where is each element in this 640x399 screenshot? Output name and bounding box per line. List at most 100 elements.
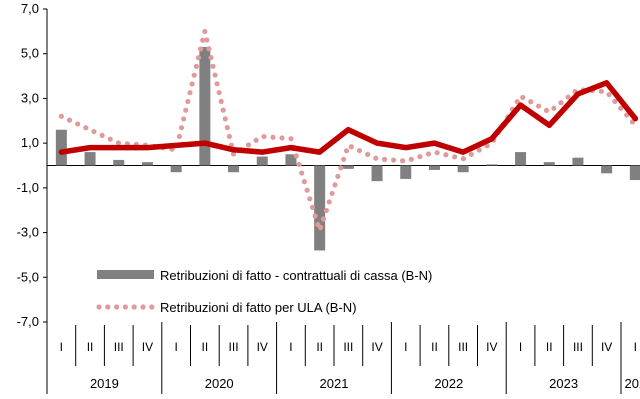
dot-series-marker: [329, 190, 335, 197]
dot-series-marker: [214, 81, 220, 87]
bars-layer: [55, 47, 640, 251]
dot-series-marker: [183, 107, 189, 113]
x-tick-label: III: [458, 340, 468, 354]
dot-series-marker: [220, 107, 226, 113]
dot-series-marker: [189, 81, 195, 87]
dot-series-marker: [261, 133, 267, 140]
dot-series-marker: [326, 199, 332, 205]
x-tick-label: IV: [486, 340, 497, 354]
dot-series-marker: [218, 98, 224, 104]
dot-series-marker: [210, 63, 216, 69]
dot-series-marker: [476, 147, 482, 153]
dot-series-marker: [612, 98, 618, 104]
x-tick-label: II: [431, 340, 438, 354]
dot-series-marker: [320, 216, 327, 222]
dot-series-marker: [425, 151, 432, 157]
bar: [342, 165, 354, 169]
year-label: 2023: [549, 376, 578, 391]
dot-series-marker: [270, 134, 276, 140]
dot-series-marker: [618, 105, 624, 111]
bar: [113, 159, 125, 166]
dot-series-marker: [624, 112, 630, 118]
dot-series-marker: [565, 94, 571, 100]
dot-series-marker: [178, 125, 185, 131]
dot-series-marker: [208, 54, 214, 61]
x-tick-label: II: [202, 340, 209, 354]
legend-dot: [105, 304, 111, 310]
dot-series-marker: [197, 46, 204, 52]
dot-series-marker: [212, 72, 218, 78]
bar: [141, 162, 153, 166]
x-tick-label: I: [519, 340, 522, 354]
dot-series-marker: [99, 132, 105, 138]
y-tick-label: -1,0: [17, 180, 39, 195]
bar: [371, 165, 383, 182]
legend-dot: [96, 304, 102, 310]
x-tick-label: I: [634, 340, 637, 354]
dot-series-marker: [226, 133, 232, 140]
dot-series-marker: [296, 161, 302, 168]
x-tick-label: II: [87, 340, 94, 354]
dot-series-marker: [107, 136, 113, 142]
year-label: 202: [624, 376, 640, 391]
bar: [543, 162, 555, 166]
dot-series-marker: [373, 155, 379, 161]
bar: [84, 152, 96, 166]
legend-dot: [140, 304, 146, 310]
dot-series-marker: [115, 140, 122, 146]
bar: [256, 156, 268, 166]
bar: [314, 165, 326, 251]
x-tick-label: I: [174, 340, 177, 354]
dot-series-marker: [408, 156, 414, 162]
legend: Retribuzioni di fatto - contrattuali di …: [96, 268, 432, 315]
y-tick-label: 1,0: [21, 135, 39, 150]
dot-series-marker: [279, 135, 285, 141]
dot-series-marker: [253, 137, 259, 143]
dot-series-marker: [335, 173, 341, 179]
dot-series-marker: [520, 94, 526, 101]
dot-series-marker: [75, 121, 81, 127]
year-label: 2020: [205, 376, 234, 391]
dot-series-marker: [195, 55, 202, 61]
x-tick-label: III: [114, 340, 124, 354]
legend-dot: [131, 304, 137, 310]
x-tick-label: III: [229, 340, 239, 354]
x-tick-label: IV: [371, 340, 382, 354]
x-tick-label: IV: [601, 340, 612, 354]
dot-series-marker: [343, 148, 350, 154]
year-label: 2022: [434, 376, 463, 391]
year-label: 2021: [320, 376, 349, 391]
x-tick-label: IV: [257, 340, 268, 354]
bar: [170, 165, 182, 173]
legend-bars-swatch: [97, 270, 154, 279]
dot-series-marker: [536, 103, 542, 109]
dot-series-marker: [224, 125, 230, 131]
dot-series-marker: [317, 224, 324, 231]
dot-series-marker: [185, 98, 191, 105]
bar: [572, 157, 584, 166]
x-tick-label: I: [289, 340, 292, 354]
legend-dots-label: Retribuzioni di fatto per ULA (B-N): [160, 300, 357, 315]
dot-series-marker: [356, 147, 363, 154]
y-tick-label: 7,0: [21, 1, 39, 16]
dot-series-marker: [551, 105, 557, 111]
bar: [428, 165, 440, 170]
x-tick-label: II: [546, 340, 553, 354]
dot-series-marker: [191, 72, 197, 78]
x-tick-label: III: [573, 340, 583, 354]
dot-series-marker: [434, 150, 440, 156]
dot-series-marker: [443, 152, 449, 158]
dot-series-marker: [365, 151, 371, 157]
line-layer: [58, 80, 639, 155]
dot-series-marker: [304, 187, 310, 193]
bar: [400, 165, 412, 179]
dot-series-marker: [558, 100, 564, 106]
dot-series-marker: [307, 196, 313, 202]
bar: [601, 165, 613, 174]
dot-series-marker: [514, 99, 520, 105]
x-tick-label: I: [404, 340, 407, 354]
bar: [629, 165, 640, 181]
line-series: [58, 80, 639, 155]
